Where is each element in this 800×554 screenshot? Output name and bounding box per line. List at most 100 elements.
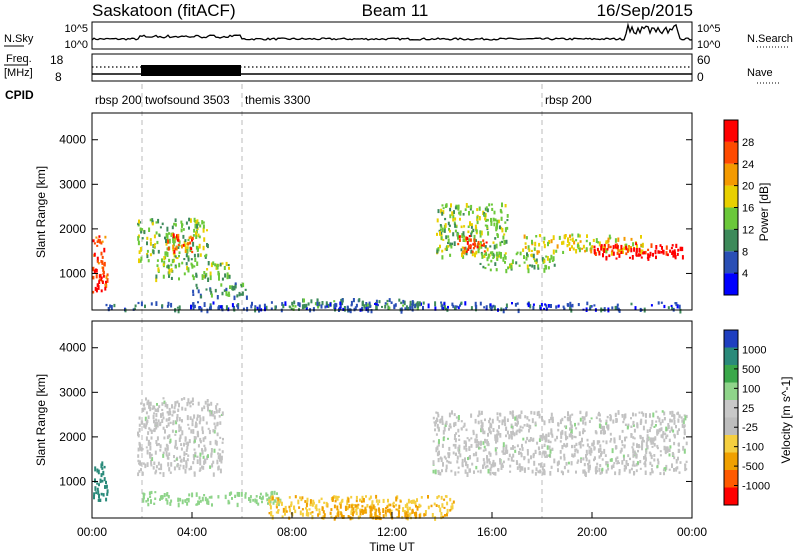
scatter-cell <box>137 472 140 477</box>
scatter-cell <box>275 503 278 508</box>
scatter-cell <box>187 257 190 262</box>
scatter-cell <box>305 502 308 508</box>
scatter-cell <box>166 233 169 239</box>
scatter-cell <box>102 470 105 476</box>
scatter-cell <box>225 287 228 292</box>
scatter-cell <box>261 495 264 499</box>
scatter-cell <box>99 478 102 484</box>
scatter-cell <box>577 245 580 248</box>
scatter-cell <box>476 208 479 212</box>
scatter-cell <box>178 429 181 433</box>
scatter-cell <box>98 483 100 487</box>
scatter-cell <box>166 455 169 460</box>
scatter-cell <box>655 420 658 423</box>
scatter-cell <box>100 251 103 256</box>
scatter-cell <box>141 237 144 240</box>
scatter-cell <box>511 259 514 264</box>
scatter-cell <box>102 493 105 497</box>
scatter-cell <box>635 242 638 246</box>
scatter-cell <box>657 460 660 465</box>
scatter-cell <box>452 304 455 308</box>
scatter-cell <box>290 501 293 506</box>
scatter-cell <box>631 446 634 449</box>
scatter-cell <box>107 307 110 311</box>
scatter-cell <box>532 303 535 306</box>
scatter-cell <box>659 454 662 457</box>
scatter-cell <box>544 455 547 458</box>
scatter-cell <box>449 207 452 212</box>
scatter-cell <box>244 494 247 499</box>
scatter-cell <box>660 301 663 304</box>
nave-tick-bottom: 0 <box>697 70 704 84</box>
scatter-cell <box>448 229 451 233</box>
scatter-cell <box>333 300 336 303</box>
scatter-cell <box>400 301 403 305</box>
scatter-cell <box>240 492 243 497</box>
scatter-cell <box>519 414 522 419</box>
scatter-cell <box>478 216 481 221</box>
scatter-cell <box>299 510 302 516</box>
scatter-cell <box>311 502 314 507</box>
scatter-cell <box>276 492 278 495</box>
scatter-cell <box>453 437 456 440</box>
scatter-cell <box>600 244 603 247</box>
scatter-cell <box>139 447 142 451</box>
scatter-cell <box>543 243 546 249</box>
scatter-cell <box>152 414 155 420</box>
scatter-cell <box>170 263 173 267</box>
scatter-cell <box>389 512 392 516</box>
scatter-cell <box>474 252 476 258</box>
scatter-cell <box>144 304 146 309</box>
scatter-cell <box>592 238 595 242</box>
scatter-cell <box>448 446 451 451</box>
scatter-cell <box>187 497 190 503</box>
scatter-cell <box>454 443 457 449</box>
scatter-cell <box>534 259 537 263</box>
scatter-cell <box>270 510 273 516</box>
scatter-cell <box>174 439 177 445</box>
scatter-cell <box>398 510 400 514</box>
scatter-cell <box>334 499 337 503</box>
scatter-cell <box>543 236 546 241</box>
scatter-cell <box>100 260 103 264</box>
scatter-cell <box>656 444 659 448</box>
scatter-cell <box>511 425 514 430</box>
colorbar-tick-label: -1000 <box>742 481 770 493</box>
scatter-cell <box>199 499 202 503</box>
scatter-cell <box>458 235 461 239</box>
scatter-cell <box>671 306 674 310</box>
scatter-cell <box>472 429 475 433</box>
scatter-cell <box>460 420 463 423</box>
scatter-cell <box>403 510 406 514</box>
scatter-cell <box>385 514 388 517</box>
scatter-cell <box>560 470 563 474</box>
scatter-cell <box>240 293 243 296</box>
scatter-cell <box>683 414 686 417</box>
scatter-cell <box>170 302 173 308</box>
scatter-cell <box>138 416 141 420</box>
scatter-cell <box>446 512 448 517</box>
scatter-cell <box>547 432 550 437</box>
scatter-cell <box>504 227 507 233</box>
scatter-cell <box>138 258 140 264</box>
scatter-cell <box>443 426 446 432</box>
scatter-cell <box>469 238 472 242</box>
scatter-cell <box>441 503 444 508</box>
scatter-cell <box>440 301 443 304</box>
scatter-cell <box>576 461 579 464</box>
scatter-cell <box>269 503 272 506</box>
scatter-cell <box>158 405 161 409</box>
scatter-cell <box>657 250 660 254</box>
scatter-cell <box>587 464 590 469</box>
scatter-cell <box>570 429 573 434</box>
scatter-cell <box>579 440 582 445</box>
scatter-cell <box>95 268 97 273</box>
scatter-cell <box>173 410 176 414</box>
scatter-cell <box>408 506 411 511</box>
scatter-cell <box>193 304 196 309</box>
scatter-cell <box>442 207 445 210</box>
scatter-cell <box>103 247 106 253</box>
scatter-cell <box>486 464 489 467</box>
scatter-cell <box>186 415 189 421</box>
